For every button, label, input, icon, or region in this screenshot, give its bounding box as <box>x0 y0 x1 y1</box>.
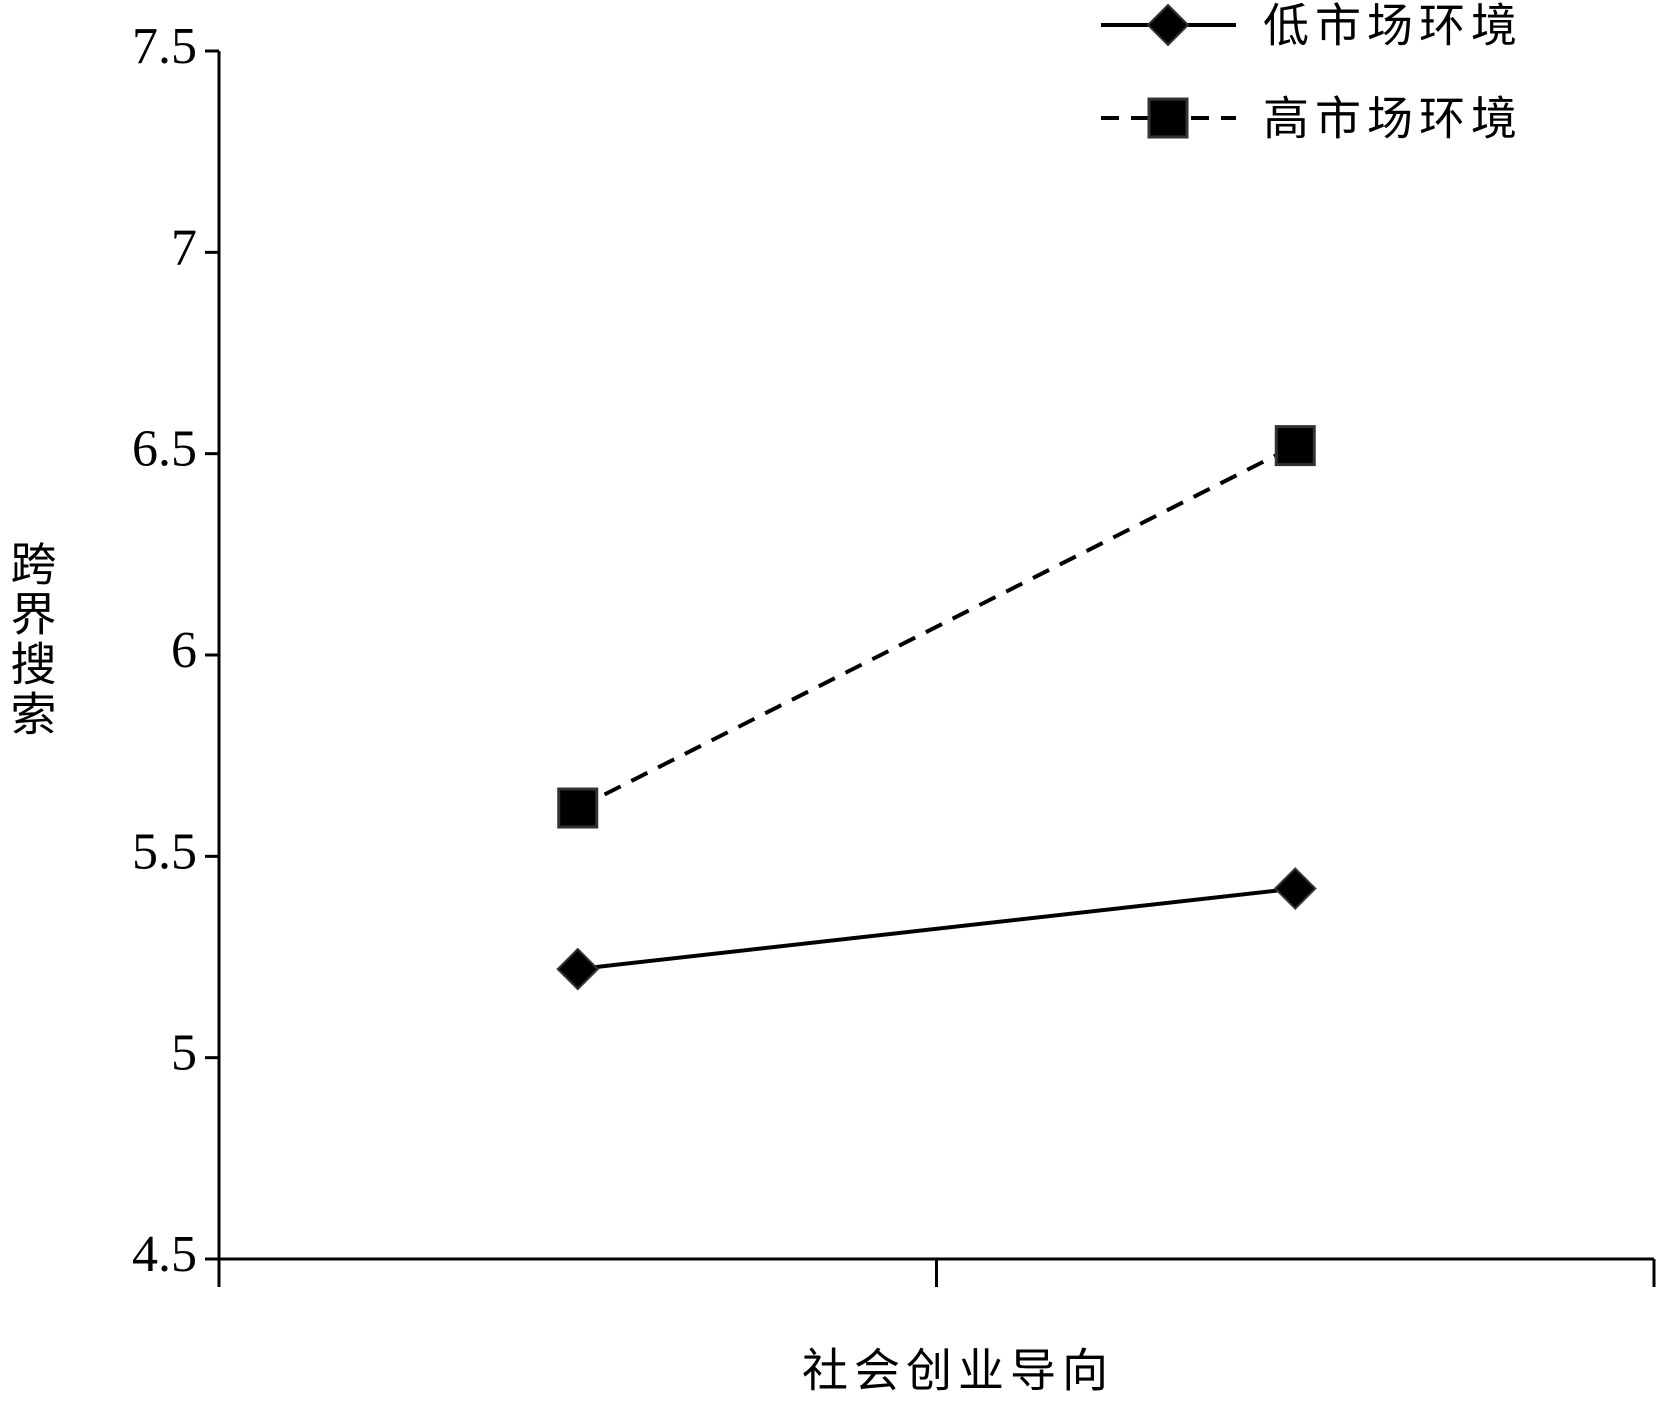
y-tick-label: 7 <box>171 219 197 276</box>
y-tick-label: 6.5 <box>132 421 197 478</box>
x-axis-label: 社会创业导向 <box>802 1344 1114 1398</box>
y-tick-label: 6 <box>171 622 197 679</box>
marker <box>1274 425 1316 467</box>
y-axis-label: 跨界搜索 <box>4 540 58 740</box>
legend-label: 低市场环境 <box>1263 0 1523 53</box>
marker <box>556 947 600 991</box>
marker <box>557 787 599 829</box>
marker <box>1147 97 1189 139</box>
legend-label: 高市场环境 <box>1263 92 1523 146</box>
marker <box>1146 3 1190 47</box>
y-tick-label: 7.5 <box>132 18 197 75</box>
series-line <box>577 886 1296 972</box>
y-tick-label: 5.5 <box>132 823 197 880</box>
y-tick-label: 5 <box>171 1025 197 1082</box>
y-tick-label: 4.5 <box>132 1226 197 1283</box>
series-line <box>576 443 1297 810</box>
marker <box>1273 867 1317 910</box>
